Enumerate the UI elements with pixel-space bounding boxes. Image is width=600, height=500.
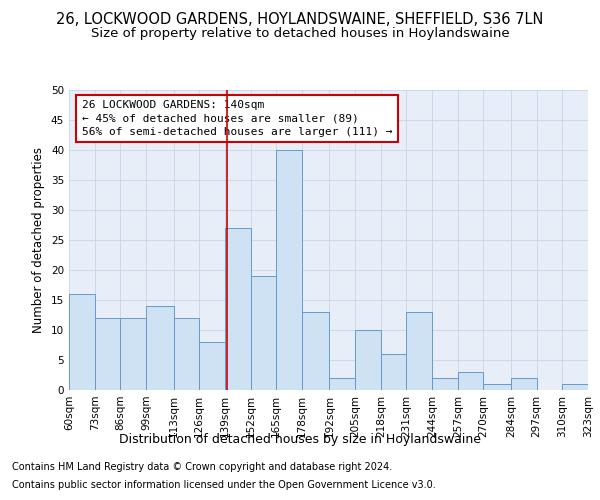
Bar xyxy=(458,372,484,390)
Y-axis label: Number of detached properties: Number of detached properties xyxy=(32,147,46,333)
Bar xyxy=(199,342,225,390)
Bar xyxy=(225,228,251,390)
Bar xyxy=(121,318,146,390)
Bar xyxy=(251,276,276,390)
Bar xyxy=(381,354,406,390)
Text: Contains HM Land Registry data © Crown copyright and database right 2024.: Contains HM Land Registry data © Crown c… xyxy=(12,462,392,472)
Bar xyxy=(406,312,432,390)
Bar xyxy=(276,150,302,390)
Bar xyxy=(484,384,511,390)
Text: 26 LOCKWOOD GARDENS: 140sqm
← 45% of detached houses are smaller (89)
56% of sem: 26 LOCKWOOD GARDENS: 140sqm ← 45% of det… xyxy=(82,100,392,137)
Bar xyxy=(173,318,199,390)
Bar xyxy=(146,306,173,390)
Text: 26, LOCKWOOD GARDENS, HOYLANDSWAINE, SHEFFIELD, S36 7LN: 26, LOCKWOOD GARDENS, HOYLANDSWAINE, SHE… xyxy=(56,12,544,28)
Bar xyxy=(95,318,121,390)
Text: Contains public sector information licensed under the Open Government Licence v3: Contains public sector information licen… xyxy=(12,480,436,490)
Bar xyxy=(511,378,536,390)
Bar xyxy=(355,330,381,390)
Bar xyxy=(329,378,355,390)
Bar xyxy=(69,294,95,390)
Bar xyxy=(562,384,588,390)
Text: Size of property relative to detached houses in Hoylandswaine: Size of property relative to detached ho… xyxy=(91,28,509,40)
Text: Distribution of detached houses by size in Hoylandswaine: Distribution of detached houses by size … xyxy=(119,432,481,446)
Bar xyxy=(432,378,458,390)
Bar xyxy=(302,312,329,390)
